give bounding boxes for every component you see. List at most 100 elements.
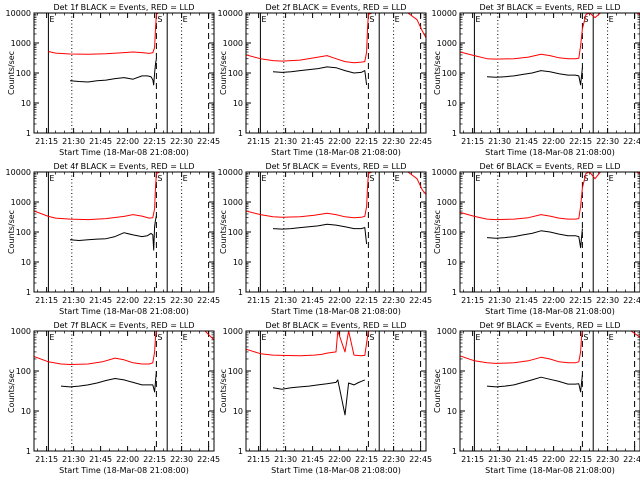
marker-label: E bbox=[261, 174, 266, 183]
y-axis-label: Counts/sec bbox=[433, 210, 442, 254]
marker-label: E bbox=[49, 174, 54, 183]
y-tick-label: 100 bbox=[16, 228, 31, 237]
y-tick-label: 1000 bbox=[437, 39, 457, 48]
marker-label: E bbox=[261, 333, 266, 342]
chart-panel-7: Det 7f BLACK = Events, RED = LLD Counts/s… bbox=[7, 321, 220, 475]
x-tick-label: 21:45 bbox=[515, 296, 538, 305]
y-tick-label: 100 bbox=[442, 228, 457, 237]
y-tick-label: 10 bbox=[21, 258, 31, 267]
y-tick-label: 1000 bbox=[11, 327, 31, 336]
x-tick-label: 22:15 bbox=[355, 455, 378, 464]
marker-label: E bbox=[49, 15, 54, 24]
series-line-events bbox=[272, 379, 365, 416]
x-tick-label: 22:00 bbox=[116, 455, 139, 464]
x-axis-label: Start Time (18-Mar-08 21:08:00) bbox=[271, 466, 401, 475]
plot-frame bbox=[459, 171, 640, 293]
series-line-lld bbox=[34, 331, 214, 365]
x-tick-label: 21:15 bbox=[461, 137, 484, 146]
marker-label: S bbox=[583, 15, 588, 24]
y-tick-label: 1 bbox=[26, 288, 31, 297]
series-line-events bbox=[486, 228, 583, 249]
x-tick-label: 21:15 bbox=[247, 137, 270, 146]
x-tick-label: 22:15 bbox=[355, 137, 378, 146]
chart-title: Det 7f BLACK = Events, RED = LLD bbox=[53, 321, 194, 330]
x-tick-label: 21:30 bbox=[274, 137, 297, 146]
y-tick-label: 10 bbox=[233, 258, 243, 267]
marker-label: S bbox=[369, 15, 374, 24]
chart-title: Det 2f BLACK = Events, RED = LLD bbox=[265, 3, 406, 12]
x-tick-label: 22:00 bbox=[328, 137, 351, 146]
y-tick-label: 1 bbox=[26, 129, 31, 138]
plot-frame bbox=[33, 12, 215, 134]
x-tick-label: 21:45 bbox=[301, 296, 324, 305]
y-tick-label: 10 bbox=[447, 258, 457, 267]
marker-label: E bbox=[183, 174, 188, 183]
y-axis-label: Counts/sec bbox=[219, 51, 228, 95]
x-tick-label: 22:30 bbox=[382, 455, 405, 464]
marker-label: E bbox=[261, 15, 266, 24]
x-tick-label: 21:15 bbox=[461, 455, 484, 464]
y-tick-label: 1 bbox=[238, 288, 243, 297]
y-axis-label: Counts/sec bbox=[7, 210, 16, 254]
y-axis-label: Counts/sec bbox=[433, 369, 442, 413]
x-tick-label: 21:30 bbox=[62, 455, 85, 464]
plot-frame bbox=[245, 330, 427, 452]
x-tick-label: 22:30 bbox=[596, 137, 619, 146]
marker-label: E bbox=[475, 333, 480, 342]
y-axis-label: Counts/sec bbox=[433, 51, 442, 95]
y-tick-label: 10000 bbox=[218, 168, 243, 177]
y-tick-label: 1 bbox=[452, 288, 457, 297]
x-tick-label: 22:00 bbox=[116, 296, 139, 305]
x-tick-label: 22:45 bbox=[197, 137, 220, 146]
series-line-lld bbox=[460, 172, 640, 221]
chart-title: Det 8f BLACK = Events, RED = LLD bbox=[265, 321, 406, 330]
chart-title: Det 9f BLACK = Events, RED = LLD bbox=[479, 321, 620, 330]
x-tick-label: 22:30 bbox=[596, 455, 619, 464]
x-axis-label: Start Time (18-Mar-08 21:08:00) bbox=[59, 148, 189, 157]
y-tick-label: 10000 bbox=[432, 168, 457, 177]
marker-label: E bbox=[475, 15, 480, 24]
marker-label: S bbox=[583, 333, 588, 342]
y-tick-label: 100 bbox=[16, 69, 31, 78]
plot-frame bbox=[33, 330, 215, 452]
x-tick-label: 22:15 bbox=[569, 455, 592, 464]
x-axis-label: Start Time (18-Mar-08 21:08:00) bbox=[271, 148, 401, 157]
x-tick-label: 22:30 bbox=[170, 296, 193, 305]
x-tick-label: 22:15 bbox=[143, 455, 166, 464]
y-tick-label: 100 bbox=[228, 367, 243, 376]
chart-title: Det 1f BLACK = Events, RED = LLD bbox=[53, 3, 194, 12]
series-line-events bbox=[69, 58, 157, 86]
x-axis-label: Start Time (18-Mar-08 21:08:00) bbox=[271, 307, 401, 316]
x-tick-label: 21:45 bbox=[515, 137, 538, 146]
marker-label: E bbox=[183, 333, 188, 342]
marker-label: E bbox=[395, 174, 400, 183]
y-tick-label: 1000 bbox=[223, 198, 243, 207]
x-tick-label: 21:30 bbox=[488, 296, 511, 305]
series-line-events bbox=[272, 223, 368, 244]
series-line-lld bbox=[460, 13, 640, 60]
x-tick-label: 22:30 bbox=[382, 137, 405, 146]
marker-label: E bbox=[183, 15, 188, 24]
y-tick-label: 1 bbox=[238, 447, 243, 456]
y-tick-label: 1000 bbox=[223, 39, 243, 48]
series-line-events bbox=[60, 370, 157, 393]
chart-title: Det 6f BLACK = Events, RED = LLD bbox=[479, 162, 620, 171]
x-tick-label: 21:30 bbox=[488, 455, 511, 464]
plot-frame bbox=[459, 12, 640, 134]
marker-label: S bbox=[157, 15, 162, 24]
x-tick-label: 21:45 bbox=[515, 455, 538, 464]
chart-title: Det 4f BLACK = Events, RED = LLD bbox=[53, 162, 194, 171]
series-line-lld bbox=[34, 172, 161, 221]
x-tick-label: 21:30 bbox=[62, 137, 85, 146]
x-tick-label: 22:15 bbox=[569, 296, 592, 305]
x-tick-label: 22:45 bbox=[623, 296, 640, 305]
y-tick-label: 100 bbox=[442, 69, 457, 78]
chart-panel-1: Det 1f BLACK = Events, RED = LLD Counts/s… bbox=[6, 3, 221, 157]
y-tick-label: 10000 bbox=[218, 9, 243, 18]
series-line-lld bbox=[246, 13, 426, 64]
y-tick-label: 10000 bbox=[6, 168, 31, 177]
y-tick-label: 1000 bbox=[437, 327, 457, 336]
plot-frame bbox=[459, 330, 640, 452]
x-tick-label: 21:30 bbox=[274, 455, 297, 464]
